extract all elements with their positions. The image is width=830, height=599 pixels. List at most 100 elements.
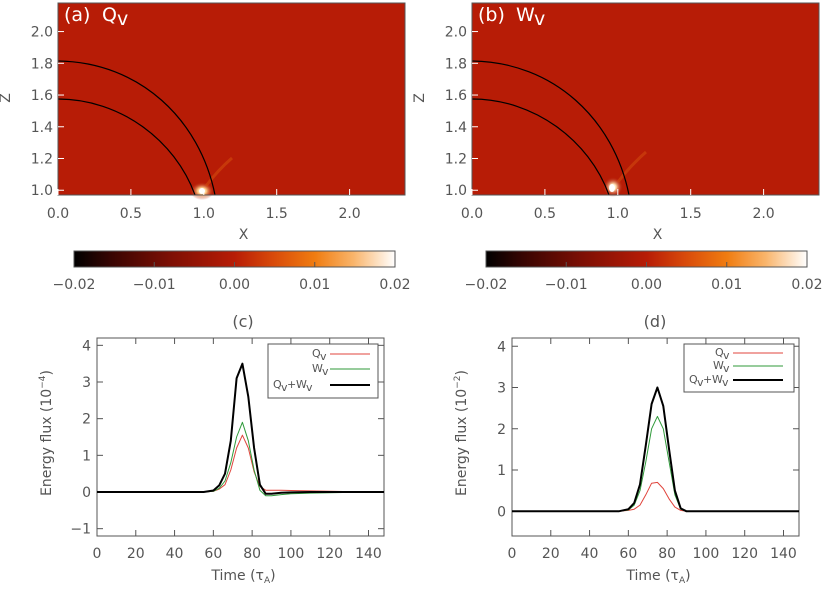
streak-a — [204, 156, 233, 187]
colorbar-tick-label-b: 0.02 — [791, 277, 822, 293]
legend-d: Q v W v Q v + W v — [683, 343, 795, 393]
x-tick-label-b: 2.0 — [752, 206, 774, 222]
x-tick-label-d: 60 — [619, 546, 637, 562]
loop-inner-b — [471, 98, 610, 196]
y-tick-label-c: 0 — [82, 485, 91, 501]
x-axis-label-c: Time (τA) — [210, 568, 275, 586]
legend-d-sum-b: W — [712, 373, 723, 386]
legend-c-qv-sub: v — [320, 350, 327, 363]
y-axis-label-a: Z — [0, 93, 14, 103]
x-tick-label-c: 60 — [204, 546, 222, 562]
legend-c-sum-a: Q — [273, 378, 282, 391]
x-tick-label-d: 20 — [542, 546, 560, 562]
series-qv-line-c — [97, 434, 385, 493]
y-tick-label-d: 2 — [497, 422, 506, 438]
legend-d-sum-a: Q — [689, 373, 698, 386]
x-axis-label-close-d: ) — [685, 568, 690, 584]
y-tick-label-c: 2 — [82, 412, 91, 428]
legend-d-box — [683, 343, 795, 393]
x-tick-label-b: 1.5 — [680, 206, 702, 222]
y-tick-label-b: 1.8 — [445, 56, 467, 72]
x-axis-label-main-c: Time (τ — [210, 568, 264, 584]
series-sum-line-c — [97, 362, 384, 495]
series-wv-line-d — [512, 415, 799, 512]
x-tick-label-a: 0.5 — [120, 206, 142, 222]
legend-c-qv: Q — [312, 347, 321, 360]
x-tick-label-c: 40 — [166, 546, 184, 562]
plot-frame-c — [96, 337, 385, 537]
x-tick-label-a: 1.0 — [193, 206, 215, 222]
panel-d-title: (d) — [644, 312, 667, 331]
plot-frame-b — [471, 2, 820, 196]
y-axis-label-exp-d: −2 — [453, 376, 463, 389]
panel-a-var: Q — [102, 4, 117, 26]
legend-d-wv-sub: v — [723, 362, 730, 375]
colorbar-tick-label-b: 0.00 — [631, 277, 662, 293]
legend-d-sum-asub: v — [697, 376, 704, 389]
hotspot-b-core — [609, 184, 615, 192]
legend-d-qv: Q — [715, 346, 724, 359]
x-tick-label-c: 0 — [93, 546, 102, 562]
legend-d-wv: W — [713, 359, 724, 372]
x-tick-label-d: 140 — [770, 546, 797, 562]
legend-c-wv: W — [312, 362, 323, 375]
y-axis-label-d: Energy flux (10−2) — [453, 370, 470, 496]
y-tick-label-d: 0 — [497, 504, 506, 520]
plot-frame-a — [57, 2, 406, 196]
x-axis-label-b: X — [653, 227, 663, 243]
x-axis-label-close-c: ) — [270, 568, 275, 584]
y-axis-label-exp-c: −4 — [38, 375, 48, 389]
panel-b-var-sub: v — [534, 8, 545, 30]
y-tick-label-b: 1.4 — [445, 120, 467, 136]
legend-c-sum-b: W — [296, 378, 307, 391]
y-axis-label-main-d: Energy flux (10 — [454, 389, 470, 496]
colorbar-tick-label-a: 0.01 — [299, 277, 330, 293]
series-qv-line-d — [512, 481, 799, 512]
x-tick-label-d: 0 — [508, 546, 517, 562]
panel-b-var: W — [516, 4, 535, 26]
x-tick-label-b: 1.0 — [607, 206, 629, 222]
y-tick-label-b: 1.0 — [445, 183, 467, 199]
x-tick-label-d: 100 — [693, 546, 720, 562]
y-tick-label-a: 1.6 — [31, 88, 53, 104]
x-tick-label-c: 20 — [127, 546, 145, 562]
loop-outer-a — [57, 60, 216, 196]
colorbar-tick-label-b: 0.01 — [711, 277, 742, 293]
y-axis-label-close-d: ) — [454, 370, 470, 375]
y-tick-label-b: 1.6 — [445, 88, 467, 104]
y-axis-label-main-c: Energy flux (10 — [39, 389, 55, 496]
y-tick-label-c: 3 — [82, 375, 91, 391]
legend-c-sum-asub: v — [281, 381, 288, 394]
y-tick-label-d: 3 — [497, 381, 506, 397]
series-wv-line-c — [97, 421, 385, 497]
loop-inner-a — [57, 98, 196, 196]
x-tick-label-a: 2.0 — [338, 206, 360, 222]
panel-c-title: (c) — [232, 312, 253, 331]
legend-c-wv-sub: v — [322, 365, 329, 378]
y-tick-label-c: −1 — [70, 522, 91, 538]
colorbar-tick-label-a: −0.02 — [53, 277, 96, 293]
x-axis-label-sub-d: A — [679, 576, 686, 586]
colorbar-tick-label-b: −0.02 — [465, 277, 508, 293]
x-tick-label-a: 1.5 — [266, 206, 288, 222]
x-axis-label-d: Time (τA) — [625, 568, 690, 586]
y-tick-label-a: 2.0 — [31, 25, 53, 41]
y-tick-label-c: 1 — [82, 448, 91, 464]
colorbar-a: −0.02 −0.01 0.00 0.01 0.02 — [53, 250, 411, 293]
colorbar-tick-label-a: 0.00 — [219, 277, 250, 293]
panel-a: (a) Q v 0.0 0.5 1.0 1.5 2.0 1.0 1.2 1.4 1.6 1.8 2.… — [0, 2, 406, 243]
x-axis-label-sub-c: A — [264, 576, 271, 586]
y-tick-label-c: 4 — [82, 338, 91, 354]
x-axis-label-main-d: Time (τ — [625, 568, 679, 584]
legend-c-sum-bsub: v — [306, 381, 313, 394]
legend-d-qv-sub: v — [723, 349, 730, 362]
legend-c: Q v W v Q v + W v — [267, 343, 379, 399]
colorbar-tick-label-b: −0.01 — [545, 277, 588, 293]
x-tick-label-d: 120 — [731, 546, 758, 562]
y-tick-label-d: 4 — [497, 339, 506, 355]
colorbar-tick-label-a: −0.01 — [133, 277, 176, 293]
y-axis-label-b: Z — [412, 93, 428, 103]
x-tick-label-a: 0.0 — [47, 206, 69, 222]
